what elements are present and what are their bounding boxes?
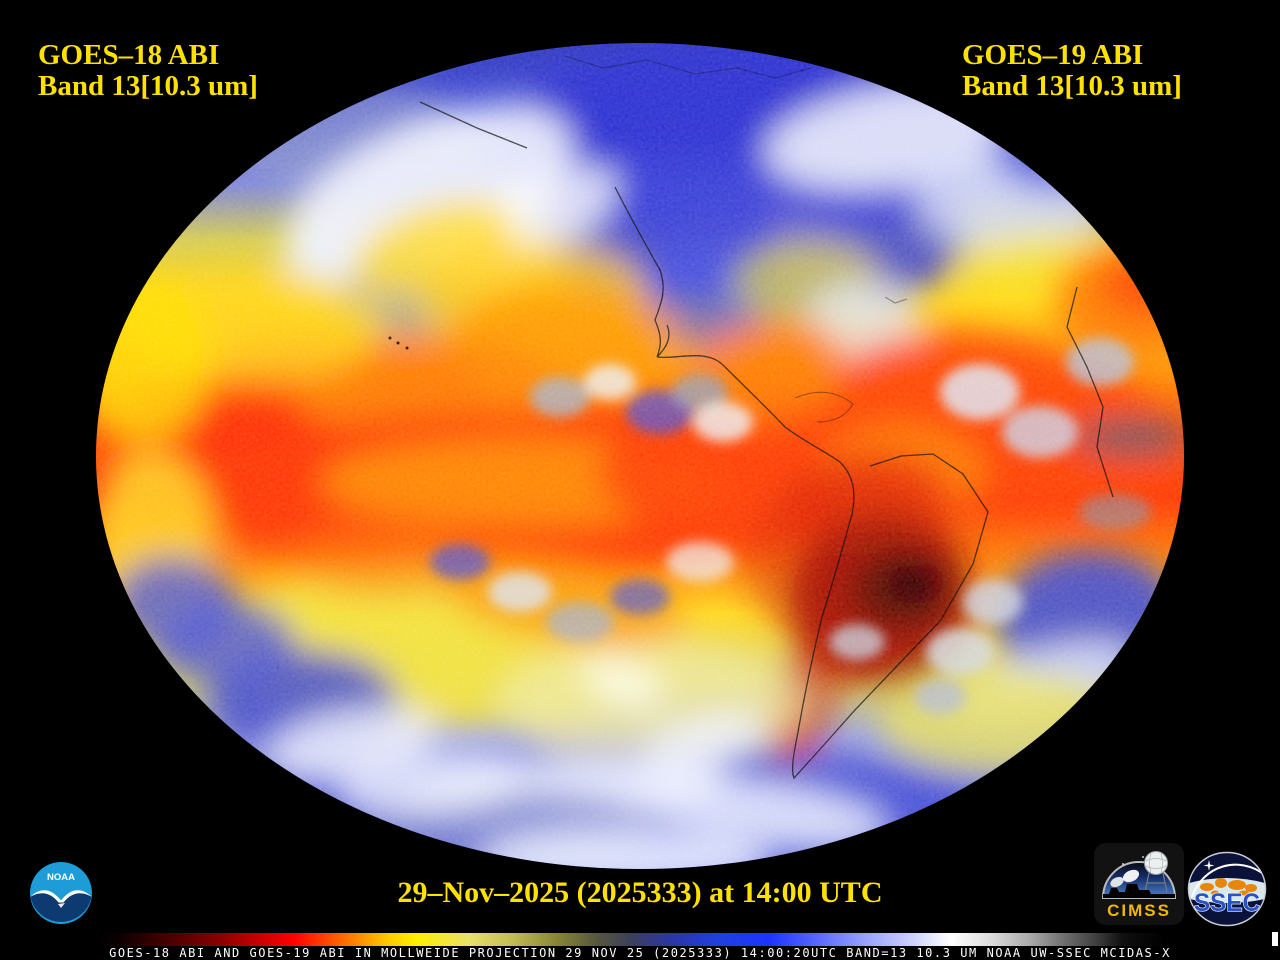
cimss-radome-lattice (1145, 853, 1167, 873)
noaa-seagull-icon (30, 890, 92, 903)
goes19-title: GOES–19 ABI Band 13[10.3 um] (962, 40, 1182, 102)
goes18-title-line2: Band 13[10.3 um] (38, 70, 258, 102)
earth-mollweide-composite (96, 43, 1184, 869)
ir-enhancement-colorbar (95, 933, 1165, 946)
ssec-logo-text: SSEC (1194, 889, 1260, 917)
cimss-logo-text: CIMSS (1107, 901, 1171, 920)
ssec-logo: SSEC (1187, 851, 1267, 927)
footer-caption: GOES-18 ABI AND GOES-19 ABI IN MOLLWEIDE… (109, 946, 1171, 960)
cimss-tower-legs (1144, 872, 1168, 893)
goes19-title-line1: GOES–19 ABI (962, 39, 1144, 71)
cimss-dish-icon (1122, 869, 1140, 883)
noaa-seagull-tail (58, 903, 65, 908)
goes18-title-line1: GOES–18 ABI (38, 39, 220, 71)
ssec-star-icon (1203, 860, 1215, 871)
cimss-logo: CIMSS (1094, 843, 1184, 925)
cimss-radome-sphere (1144, 851, 1168, 875)
timestamp: 29–Nov–2025 (2025333) at 14:00 UTC (397, 876, 883, 909)
colorbar-marker-tick (1272, 932, 1278, 946)
ssec-art (1189, 860, 1265, 903)
noaa-logo-text: NOAA (47, 872, 75, 883)
goes18-title: GOES–18 ABI Band 13[10.3 um] (38, 40, 258, 102)
ir-grain (96, 43, 1184, 869)
noaa-logo: NOAA (30, 862, 92, 924)
ssec-continents (1200, 878, 1257, 896)
goes19-title-line2: Band 13[10.3 um] (962, 70, 1182, 102)
cimss-building-silhouette (1103, 884, 1175, 898)
ssec-orbit-arc (1191, 863, 1265, 898)
cimss-dish-icon (1110, 876, 1124, 888)
